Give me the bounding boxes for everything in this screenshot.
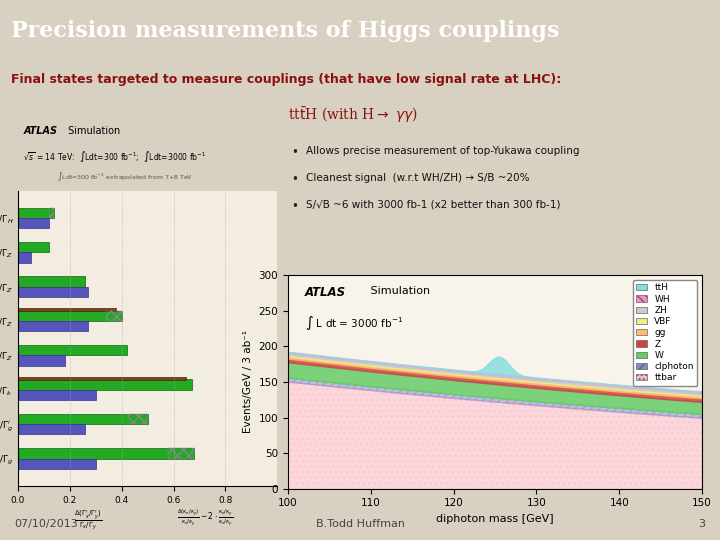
Bar	[18, 287, 88, 297]
Y-axis label: Events/GeV / 3 ab⁻¹: Events/GeV / 3 ab⁻¹	[243, 330, 253, 434]
Bar	[18, 414, 148, 424]
Bar	[49, 208, 54, 218]
Text: $\frac{\Delta(\Gamma^\prime_x/\Gamma^\prime_y)}{\Gamma_x/\Gamma_y}$: $\frac{\Delta(\Gamma^\prime_x/\Gamma^\pr…	[74, 509, 102, 533]
Bar	[18, 310, 122, 321]
Text: B.Todd Huffman: B.Todd Huffman	[315, 519, 405, 529]
Text: $\int$ L dt = 3000 fb$^{-1}$: $\int$ L dt = 3000 fb$^{-1}$	[305, 314, 402, 332]
Bar	[18, 345, 127, 355]
Bar	[18, 321, 88, 332]
Text: Precision measurements of Higgs couplings: Precision measurements of Higgs coupling…	[11, 20, 559, 42]
Bar	[18, 218, 49, 228]
X-axis label: diphoton mass [GeV]: diphoton mass [GeV]	[436, 514, 554, 524]
Text: •: •	[292, 173, 299, 186]
Bar	[18, 276, 86, 287]
Bar	[18, 458, 96, 469]
Bar	[18, 355, 65, 366]
Text: Final states targeted to measure couplings (that have low signal rate at LHC):: Final states targeted to measure couplin…	[11, 73, 561, 86]
Bar	[106, 310, 122, 321]
Text: Simulation: Simulation	[366, 286, 430, 296]
Text: Allows precise measurement of top-Yukawa coupling: Allows precise measurement of top-Yukawa…	[306, 146, 580, 156]
Text: $\int$Ldt=300 fb$^{-1}$ extrapolated from 7+8 TeV: $\int$Ldt=300 fb$^{-1}$ extrapolated fro…	[57, 170, 193, 183]
Bar	[18, 424, 86, 435]
Bar	[18, 380, 192, 390]
Text: $\frac{\Delta(\kappa_x/\kappa_y)}{\kappa_x/\kappa_y}$$\sim 2 \cdot$$\frac{\kappa: $\frac{\Delta(\kappa_x/\kappa_y)}{\kappa…	[176, 508, 233, 528]
Text: •: •	[292, 146, 299, 159]
Bar	[18, 390, 96, 400]
Text: tt$\bar{\rm t}$H (with H$\rightarrow$ $\gamma\gamma$): tt$\bar{\rm t}$H (with H$\rightarrow$ $\…	[288, 105, 418, 125]
Text: 3: 3	[698, 519, 706, 529]
Text: 07/10/2013: 07/10/2013	[14, 519, 78, 529]
Text: ATLAS: ATLAS	[23, 125, 57, 136]
Bar	[168, 448, 194, 458]
Bar	[18, 448, 194, 458]
Text: ATLAS: ATLAS	[305, 286, 346, 299]
Text: Simulation: Simulation	[65, 125, 120, 136]
Legend: ttH, WH, ZH, VBF, gg, Z, W, clphoton, ttbar: ttH, WH, ZH, VBF, gg, Z, W, clphoton, tt…	[633, 280, 698, 386]
Bar	[128, 414, 148, 424]
Bar	[18, 308, 117, 311]
Bar	[18, 242, 49, 252]
Bar	[18, 252, 31, 262]
Text: $\sqrt{s}$ = 14 TeV:  $\int$Ldt=300 fb$^{-1}$;  $\int$Ldt=3000 fb$^{-1}$: $\sqrt{s}$ = 14 TeV: $\int$Ldt=300 fb$^{…	[23, 149, 207, 164]
Bar	[18, 208, 54, 218]
Bar	[18, 377, 186, 380]
Text: S/√B ~6 with 3000 fb-1 (x2 better than 300 fb-1): S/√B ~6 with 3000 fb-1 (x2 better than 3…	[306, 200, 560, 210]
Text: Cleanest signal  (w.r.t WH/ZH) → S/B ~20%: Cleanest signal (w.r.t WH/ZH) → S/B ~20%	[306, 173, 529, 183]
Text: •: •	[292, 200, 299, 213]
